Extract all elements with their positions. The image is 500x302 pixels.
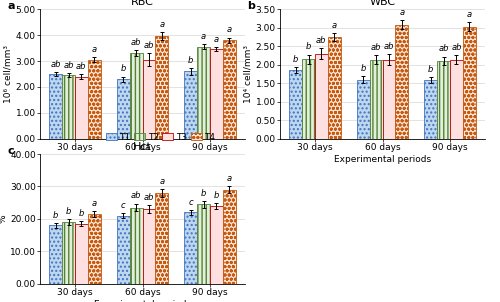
Bar <box>117 79 130 139</box>
Title: WBC: WBC <box>370 0 396 7</box>
Bar <box>437 61 450 139</box>
Bar <box>302 59 315 139</box>
Text: a: a <box>92 199 97 207</box>
Bar <box>315 53 328 139</box>
Bar <box>424 80 437 139</box>
Title: Hct: Hct <box>133 142 152 152</box>
Text: b: b <box>53 210 59 220</box>
Bar <box>197 204 210 284</box>
Text: a: a <box>214 35 219 44</box>
Text: ab: ab <box>438 44 449 53</box>
Text: ab: ab <box>131 38 141 47</box>
Y-axis label: %: % <box>0 215 7 223</box>
Y-axis label: 10⁴ cell/mm³: 10⁴ cell/mm³ <box>244 45 253 103</box>
Text: ab: ab <box>144 41 154 50</box>
Bar <box>463 27 475 139</box>
Bar <box>88 214 101 284</box>
Bar <box>184 71 197 139</box>
Text: b: b <box>247 1 255 11</box>
Text: c: c <box>7 146 14 156</box>
Text: a: a <box>159 177 164 186</box>
Text: ab: ab <box>371 43 382 52</box>
Bar <box>130 207 142 284</box>
Bar <box>357 79 370 139</box>
Bar <box>62 222 75 284</box>
Text: a: a <box>399 8 404 17</box>
Text: a: a <box>332 21 337 30</box>
Bar <box>50 225 62 284</box>
Text: b: b <box>120 64 126 73</box>
Text: ab: ab <box>316 36 326 45</box>
Text: b: b <box>360 64 366 72</box>
Bar <box>75 77 88 139</box>
Bar <box>450 60 463 139</box>
Text: a: a <box>226 25 232 34</box>
Bar <box>88 60 101 139</box>
Text: ab: ab <box>144 193 154 202</box>
Text: a: a <box>159 20 164 29</box>
Text: c: c <box>121 201 126 210</box>
Text: c: c <box>188 198 193 207</box>
Text: a: a <box>201 32 206 41</box>
Text: ab: ab <box>64 61 74 70</box>
Text: b: b <box>428 65 434 74</box>
Bar <box>184 213 197 284</box>
Bar <box>370 60 382 139</box>
Text: a: a <box>226 174 232 183</box>
Bar <box>290 70 302 139</box>
Bar <box>142 60 156 139</box>
Text: b: b <box>201 189 206 198</box>
Text: ab: ab <box>76 62 86 71</box>
Text: a: a <box>7 1 14 11</box>
Text: b: b <box>214 191 219 200</box>
Bar <box>328 37 340 139</box>
Bar <box>62 75 75 139</box>
Bar <box>117 216 130 284</box>
Text: a: a <box>92 45 97 54</box>
Y-axis label: 10⁶ cell/mm³: 10⁶ cell/mm³ <box>4 45 13 103</box>
Text: b: b <box>66 207 71 216</box>
Bar <box>50 74 62 139</box>
Text: ab: ab <box>50 60 61 69</box>
Text: ab: ab <box>384 42 394 51</box>
X-axis label: Experimental periods: Experimental periods <box>94 155 191 164</box>
Legend: T1, T2, T3, T4: T1, T2, T3, T4 <box>106 133 216 142</box>
Title: RBC: RBC <box>131 0 154 7</box>
Bar <box>223 40 235 139</box>
Bar <box>130 53 142 139</box>
Bar <box>210 49 223 139</box>
Bar <box>75 224 88 284</box>
Bar <box>142 209 156 284</box>
Text: a: a <box>466 10 472 19</box>
Text: b: b <box>293 55 298 64</box>
X-axis label: Experimental periods: Experimental periods <box>94 300 191 302</box>
X-axis label: Experimental periods: Experimental periods <box>334 155 431 164</box>
Text: b: b <box>78 209 84 218</box>
Text: ab: ab <box>131 191 141 201</box>
Text: b: b <box>188 56 194 65</box>
Bar <box>197 47 210 139</box>
Bar <box>382 60 396 139</box>
Bar <box>210 206 223 284</box>
Bar <box>156 36 168 139</box>
Text: b: b <box>306 43 311 51</box>
Text: ab: ab <box>451 43 462 52</box>
Bar <box>223 190 235 284</box>
Bar <box>156 193 168 284</box>
Bar <box>396 25 408 139</box>
